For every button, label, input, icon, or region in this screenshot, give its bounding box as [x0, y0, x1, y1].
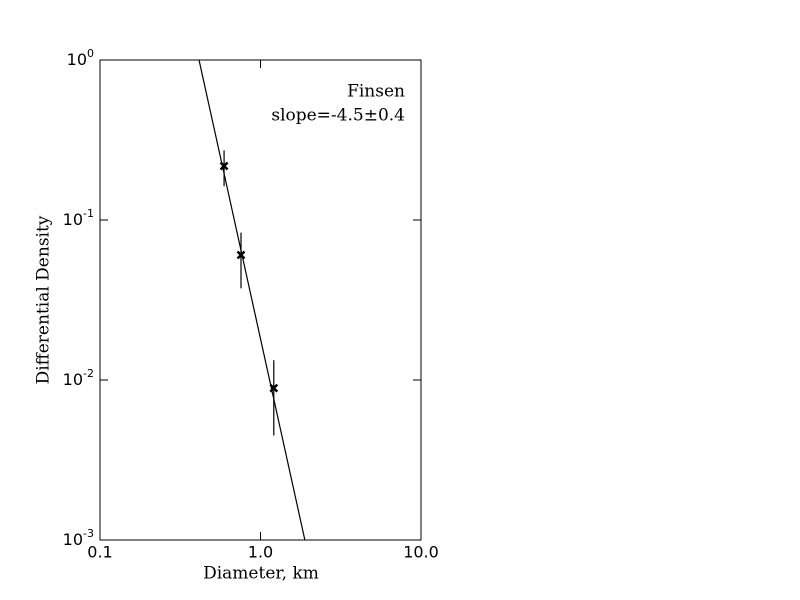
y-tick-base: 10	[67, 50, 87, 69]
y-tick-base: 10	[63, 530, 83, 549]
x-tick-label: 0.1	[87, 543, 112, 562]
y-tick-exponent: -3	[83, 527, 94, 540]
y-tick-label: 10-2	[63, 367, 94, 389]
y-tick-label: 100	[67, 47, 94, 69]
annotation: slope=-4.5±0.4	[271, 106, 405, 126]
y-tick-label: 10-1	[63, 207, 94, 229]
annotation: Finsen	[347, 82, 405, 102]
plot-frame	[99, 59, 422, 541]
x-axis-label: Diameter, km	[203, 564, 319, 584]
y-tick-exponent: -1	[83, 207, 94, 220]
y-tick-label: 10-3	[63, 527, 94, 549]
y-tick-exponent: -2	[83, 367, 94, 380]
marker	[219, 161, 229, 171]
y-tick-base: 10	[63, 210, 83, 229]
marker	[236, 250, 246, 260]
y-tick-exponent: 0	[87, 47, 94, 60]
fit-line	[198, 60, 306, 540]
y-tick-base: 10	[63, 370, 83, 389]
marker	[269, 383, 279, 393]
y-axis-label: Differential Density	[34, 215, 54, 384]
x-tick-label: 1.0	[248, 543, 273, 562]
x-tick-label: 10.0	[403, 543, 439, 562]
